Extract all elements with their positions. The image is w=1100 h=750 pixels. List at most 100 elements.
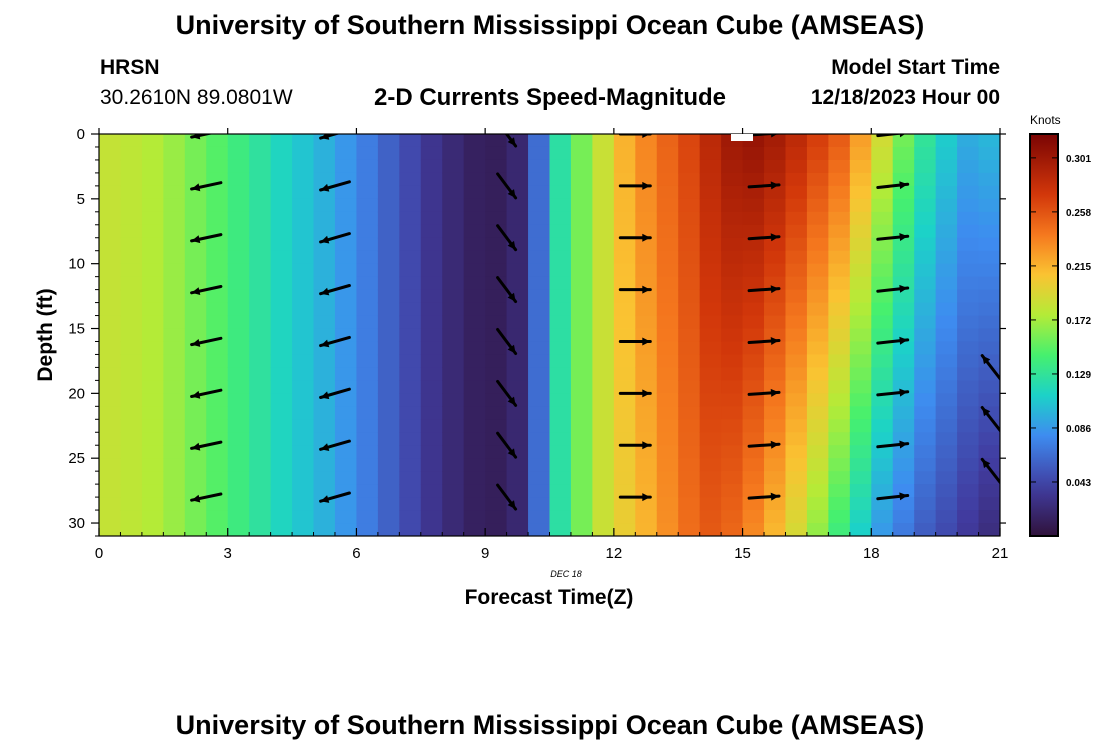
heatmap-cell: [227, 328, 250, 343]
heatmap-cell: [635, 367, 658, 381]
heatmap-cell: [549, 393, 572, 407]
heatmap-cell: [206, 224, 229, 239]
heatmap-cell: [549, 185, 572, 200]
heatmap-cell: [377, 484, 400, 498]
heatmap-cell: [592, 159, 615, 174]
heatmap-cell: [549, 263, 572, 278]
heatmap-cell: [227, 497, 250, 511]
heatmap-cell: [957, 510, 980, 524]
heatmap-cell: [528, 406, 551, 420]
heatmap-cell: [442, 419, 465, 433]
heatmap-cell: [742, 367, 765, 381]
heatmap-cell: [849, 510, 872, 524]
heatmap-cell: [485, 523, 508, 536]
heatmap-cell: [935, 471, 958, 485]
heatmap-cell: [742, 302, 765, 317]
heatmap-cell: [270, 523, 293, 536]
heatmap-cell: [184, 380, 207, 394]
heatmap-cell: [742, 263, 765, 278]
heatmap-cell: [528, 393, 551, 407]
heatmap-cell: [549, 211, 572, 226]
heatmap-cell: [99, 523, 122, 536]
heatmap-cell: [292, 523, 315, 536]
heatmap-cell: [249, 159, 272, 174]
heatmap-cell: [613, 263, 636, 278]
heatmap-cell: [313, 159, 336, 174]
heatmap-cell: [184, 224, 207, 239]
heatmap-cell: [99, 497, 122, 511]
heatmap-cell: [528, 237, 551, 252]
heatmap-cell: [914, 367, 937, 381]
heatmap-cell: [356, 419, 379, 433]
heatmap-cell: [549, 497, 572, 511]
heatmap-cell: [249, 497, 272, 511]
heatmap-cell: [592, 341, 615, 356]
current-arrow: [876, 233, 910, 241]
heatmap-cell: [699, 134, 722, 148]
heatmap-cell: [227, 380, 250, 394]
heatmap-cell: [570, 224, 593, 239]
heatmap-cell: [957, 406, 980, 420]
heatmap-cell: [613, 146, 636, 161]
heatmap-cell: [592, 211, 615, 226]
heatmap-cell: [99, 471, 122, 485]
heatmap-cell: [957, 172, 980, 187]
x-tick-label: 18: [863, 545, 880, 562]
heatmap-cell: [120, 393, 143, 407]
current-arrow: [876, 440, 910, 449]
heatmap-cell: [678, 146, 701, 161]
heatmap-cell: [249, 406, 272, 420]
heatmap-cell: [806, 458, 829, 472]
heatmap-cell: [227, 445, 250, 459]
heatmap-cell: [935, 380, 958, 394]
heatmap-cell: [935, 263, 958, 278]
heatmap-cell: [635, 198, 658, 213]
heatmap-cell: [570, 406, 593, 420]
heatmap-cell: [785, 510, 808, 524]
heatmap-cell: [270, 211, 293, 226]
heatmap-cell: [528, 146, 551, 161]
heatmap-cell: [206, 159, 229, 174]
heatmap-cell: [592, 497, 615, 511]
heatmap-cell: [163, 341, 186, 356]
heatmap-cell: [313, 484, 336, 498]
heatmap-cell: [635, 263, 658, 278]
heatmap-cell: [463, 250, 486, 265]
heatmap-cell: [699, 276, 722, 291]
current-arrow: [190, 134, 214, 140]
heatmap-cell: [721, 328, 744, 343]
heatmap-cell: [764, 250, 787, 265]
heatmap-cell: [399, 354, 422, 369]
heatmap-cell: [935, 523, 958, 536]
heatmap-cell: [334, 354, 358, 369]
heatmap-cell: [120, 367, 143, 381]
heatmap-cell: [442, 276, 465, 291]
heatmap-cell: [141, 328, 164, 343]
heatmap-cell: [892, 497, 915, 511]
heatmap-cell: [892, 146, 915, 161]
heatmap-cell: [592, 224, 615, 239]
heatmap-cell: [806, 380, 829, 394]
heatmap-cell: [227, 393, 250, 407]
heatmap-cell: [99, 263, 122, 278]
heatmap-cell: [892, 523, 915, 536]
heatmap-cell: [613, 315, 636, 330]
heatmap-cell: [399, 172, 422, 187]
heatmap-cell: [549, 484, 572, 498]
heatmap-cell: [699, 510, 722, 524]
heatmap-cell: [184, 510, 207, 524]
heatmap-cell: [892, 302, 915, 317]
heatmap-cell: [742, 172, 765, 187]
heatmap-cell: [399, 276, 422, 291]
heatmap-cell: [99, 445, 122, 459]
current-arrow: [504, 134, 518, 148]
heatmap-cell: [528, 328, 551, 343]
heatmap-cell: [806, 315, 829, 330]
heatmap-cell: [356, 354, 379, 369]
heatmap-cell: [292, 354, 315, 369]
heatmap-cell: [892, 134, 915, 148]
heatmap-cell: [892, 341, 915, 356]
heatmap-cell: [570, 134, 593, 148]
heatmap-cell: [742, 211, 765, 226]
heatmap-cell: [935, 198, 958, 213]
